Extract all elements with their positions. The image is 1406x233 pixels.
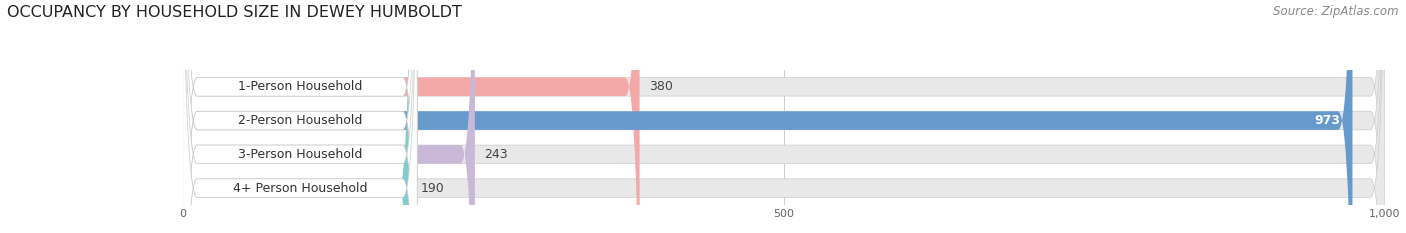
- Text: Source: ZipAtlas.com: Source: ZipAtlas.com: [1274, 5, 1399, 18]
- Text: 190: 190: [420, 182, 444, 195]
- Text: 380: 380: [650, 80, 673, 93]
- FancyBboxPatch shape: [183, 0, 475, 233]
- FancyBboxPatch shape: [183, 0, 1385, 233]
- Text: OCCUPANCY BY HOUSEHOLD SIZE IN DEWEY HUMBOLDT: OCCUPANCY BY HOUSEHOLD SIZE IN DEWEY HUM…: [7, 5, 463, 20]
- FancyBboxPatch shape: [183, 0, 1353, 233]
- FancyBboxPatch shape: [183, 0, 418, 233]
- FancyBboxPatch shape: [183, 0, 1385, 233]
- Text: 1-Person Household: 1-Person Household: [238, 80, 363, 93]
- FancyBboxPatch shape: [183, 0, 411, 233]
- FancyBboxPatch shape: [183, 0, 418, 233]
- FancyBboxPatch shape: [183, 0, 418, 233]
- FancyBboxPatch shape: [183, 0, 1385, 233]
- FancyBboxPatch shape: [183, 0, 640, 233]
- FancyBboxPatch shape: [183, 0, 418, 233]
- Text: 2-Person Household: 2-Person Household: [238, 114, 363, 127]
- Text: 3-Person Household: 3-Person Household: [238, 148, 363, 161]
- Text: 243: 243: [485, 148, 508, 161]
- Text: 4+ Person Household: 4+ Person Household: [233, 182, 367, 195]
- FancyBboxPatch shape: [183, 0, 1385, 233]
- Text: 973: 973: [1315, 114, 1340, 127]
